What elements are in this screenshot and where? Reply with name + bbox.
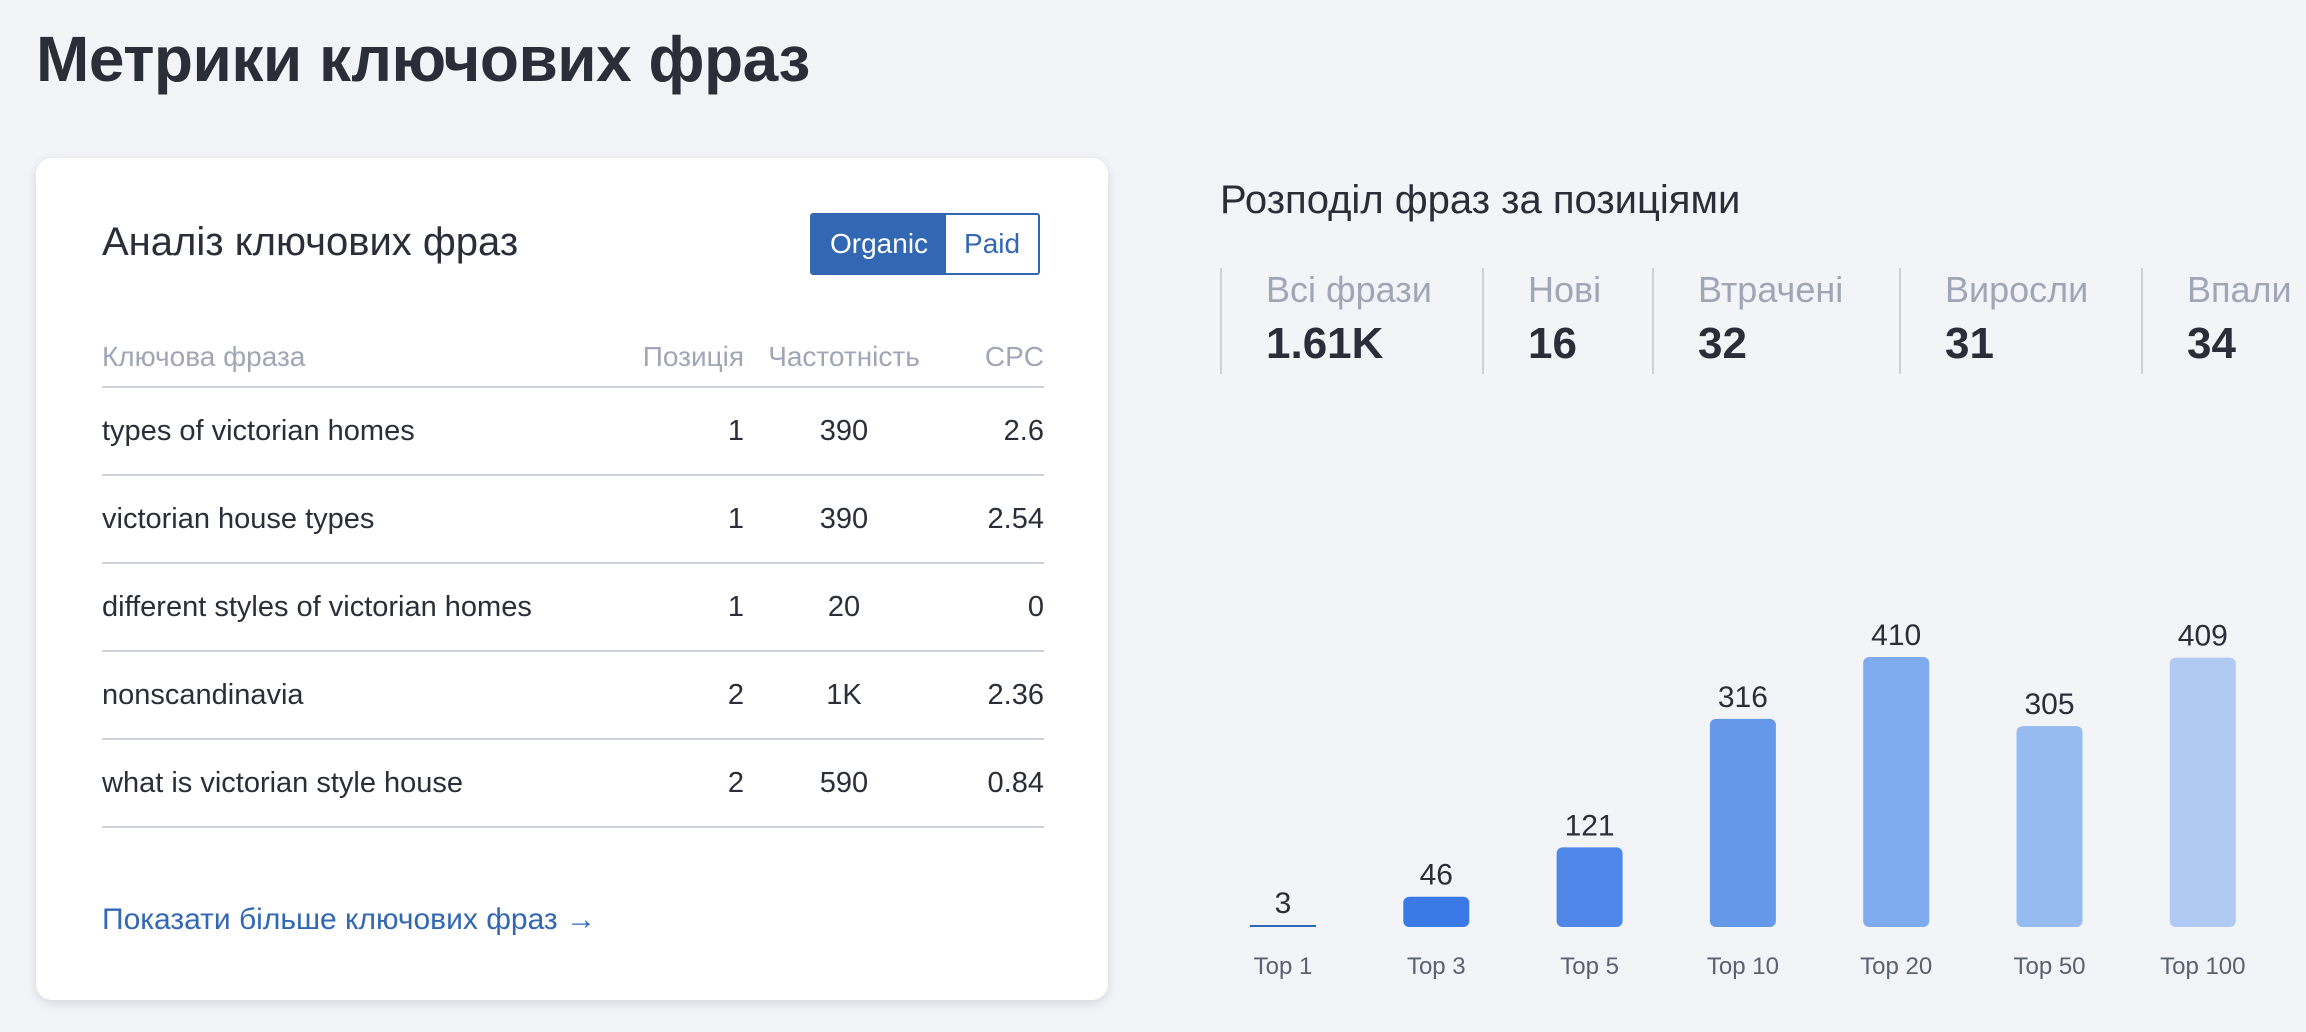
keyword-frequency: 390 [744,387,944,476]
table-row: what is victorian style house 2 590 0.84 [102,739,1044,828]
x-tick-label: Top 5 [1560,953,1619,980]
keyword-frequency: 20 [744,563,944,652]
bar-value-label: 46 [1420,859,1453,892]
column-header-phrase[interactable]: Ключова фраза [102,328,634,388]
column-header-cpc[interactable]: CPC [944,328,1044,388]
x-tick-label: Top 100 [2160,953,2245,980]
keyword-cpc: 2.6 [944,387,1044,476]
keyword-phrase: different styles of victorian homes [102,563,634,652]
position-distribution-chart: 3 Top 1 46 Top 3 121 Top 5 316 Top 10 410 Top 20 3… [1220,600,2306,1000]
table-header-row: Ключова фраза Позиція Частотність CPC [102,328,1044,388]
bar-value-label: 316 [1718,681,1768,714]
stat-all-phrases: Всі фрази 1.61K [1220,268,1482,374]
stat-value: 16 [1528,319,1577,368]
keyword-position: 2 [634,739,744,828]
bar-top-10[interactable] [1709,718,1776,927]
keyword-position: 2 [634,651,744,740]
keyword-frequency: 390 [744,475,944,564]
distribution-stats: Всі фрази 1.61K Нові 16 Втрачені 32 Виро… [1220,268,2306,374]
table-row: types of victorian homes 1 390 2.6 [102,387,1044,476]
keyword-cpc: 0 [944,563,1044,652]
keyword-cpc: 0.84 [944,739,1044,828]
table-row: victorian house types 1 390 2.54 [102,475,1044,564]
stat-label: Всі фрази [1266,269,1432,310]
bar-top-3[interactable] [1403,896,1470,927]
stat-value: 1.61K [1266,319,1384,368]
keyword-position: 1 [634,475,744,564]
stat-new: Нові 16 [1482,268,1652,374]
bar-value-label: 305 [2024,688,2074,721]
keyword-cpc: 2.36 [944,651,1044,740]
keyword-phrase: what is victorian style house [102,739,634,828]
keyword-position: 1 [634,563,744,652]
keyword-cpc: 2.54 [944,475,1044,564]
show-more-keywords-link[interactable]: Показати більше ключових фраз → [102,903,597,936]
stat-label: Виросли [1945,269,2089,310]
stat-improved: Виросли 31 [1899,268,2141,374]
keyword-phrase: nonscandinavia [102,651,634,740]
keyword-frequency: 1K [744,651,944,740]
bar-top-5[interactable] [1556,847,1623,927]
bar-value-label: 3 [1275,887,1292,920]
table-row: nonscandinavia 2 1K 2.36 [102,651,1044,740]
bar-top-20[interactable] [1863,657,1930,927]
organic-paid-toggle: Organic Paid [810,213,1041,275]
page-title: Метрики ключових фраз [36,23,810,95]
x-tick-label: Top 20 [1860,953,1932,980]
stat-lost: Втрачені 32 [1652,268,1899,374]
stat-declined: Впали 34 [2141,268,2306,374]
x-tick-label: Top 3 [1407,953,1466,980]
stat-label: Впали [2187,269,2292,310]
keyword-frequency: 590 [744,739,944,828]
distribution-title: Розподіл фраз за позиціями [1220,178,1741,222]
bar-top-100[interactable] [2169,657,2236,927]
column-header-position[interactable]: Позиція [634,328,744,388]
x-tick-label: Top 10 [1707,953,1779,980]
paid-toggle-button[interactable]: Paid [946,215,1039,273]
bar-top-50[interactable] [2016,726,2083,927]
keyword-phrase: victorian house types [102,475,634,564]
organic-toggle-button[interactable]: Organic [812,215,947,273]
bar-value-label: 410 [1871,619,1921,652]
bar-top-1[interactable] [1250,925,1316,927]
keywords-table: Ключова фраза Позиція Частотність CPC ty… [102,328,1044,828]
stat-value: 32 [1698,319,1747,368]
bar-value-label: 121 [1565,809,1615,842]
keyword-phrase: types of victorian homes [102,387,634,476]
keyword-position: 1 [634,387,744,476]
stat-value: 31 [1945,319,1994,368]
column-header-frequency[interactable]: Частотність [744,328,944,388]
keywords-card-title: Аналіз ключових фраз [102,220,519,264]
keywords-card: Аналіз ключових фраз Organic Paid Ключов… [36,158,1108,1000]
x-tick-label: Top 50 [2013,953,2085,980]
x-tick-label: Top 1 [1254,953,1313,980]
stat-value: 34 [2187,319,2236,368]
bar-value-label: 409 [2178,620,2228,653]
table-row: different styles of victorian homes 1 20… [102,563,1044,652]
stat-label: Нові [1528,269,1602,310]
stat-label: Втрачені [1698,269,1844,310]
bar-chart-svg: 3 Top 1 46 Top 3 121 Top 5 316 Top 10 410 Top 20 3… [1250,619,2246,980]
